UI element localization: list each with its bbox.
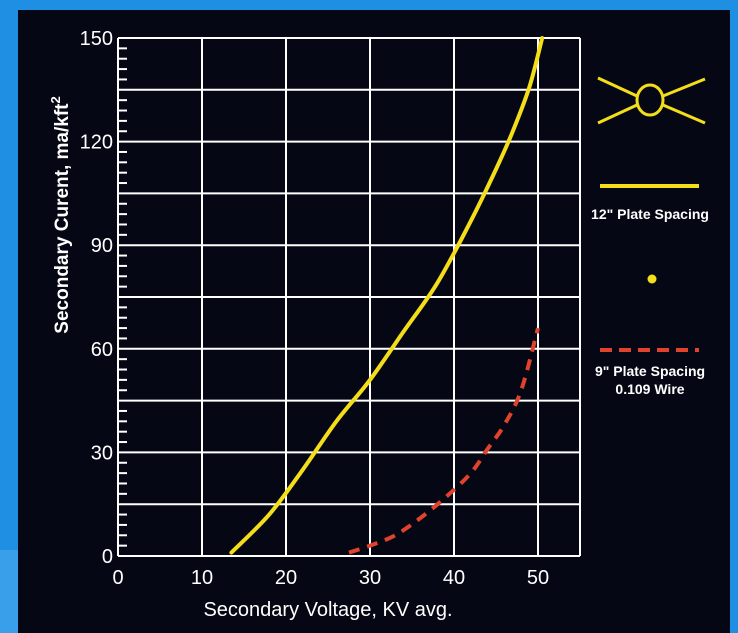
x-tick-label: 50 [527,567,549,589]
x-tick-label: 30 [359,567,381,589]
y-axis-label: Secondary Curent, ma/kft2 [48,96,73,333]
y-tick-label: 30 [91,442,113,464]
series-layer [229,36,545,555]
y-tick-label: 60 [91,339,113,361]
x-tick-label: 40 [443,567,465,589]
y-tick-label: 120 [80,132,113,154]
wire-left-lower [597,103,638,125]
series-line-12in-plate-spacing [229,36,545,555]
wire-left-upper [597,76,638,98]
background-band [0,550,18,633]
tick-labels: 0 10 20 30 40 50 0 30 60 90 120 150 [80,28,550,589]
x-axis-label: Secondary Voltage, KV avg. [203,599,452,621]
legend: 12" Plate Spacing 9" Plate Spacing 0.109… [591,76,709,397]
y-axis-label-superscript: 2 [48,96,63,103]
x-tick-label: 0 [112,567,123,589]
x-tick-label: 10 [191,567,213,589]
y-axis-label-group: Secondary Curent, ma/kft2 [48,96,73,333]
legend-label-9in-line1: 9" Plate Spacing [595,363,705,379]
chart-panel: 0 10 20 30 40 50 0 30 60 90 120 150 Secondary Volta… [18,10,730,633]
wire-between-plates-icon [597,76,706,125]
y-axis-label-text: Secondary Curent, ma/kft [52,103,73,334]
series-line-9in-plate-spacing [348,327,540,555]
y-tick-label: 0 [102,546,113,568]
wire-right-lower [662,103,706,125]
y-tick-label: 90 [91,235,113,257]
y-tick-label: 150 [80,28,113,50]
grid [117,37,581,557]
chart: 0 10 20 30 40 50 0 30 60 90 120 150 Secondary Volta… [48,28,709,621]
legend-label-12in: 12" Plate Spacing [591,206,709,222]
legend-dot [647,274,657,284]
x-tick-label: 20 [275,567,297,589]
wire-circle [635,83,665,117]
wire-right-upper [662,77,706,98]
legend-label-9in-line2: 0.109 Wire [615,381,684,397]
